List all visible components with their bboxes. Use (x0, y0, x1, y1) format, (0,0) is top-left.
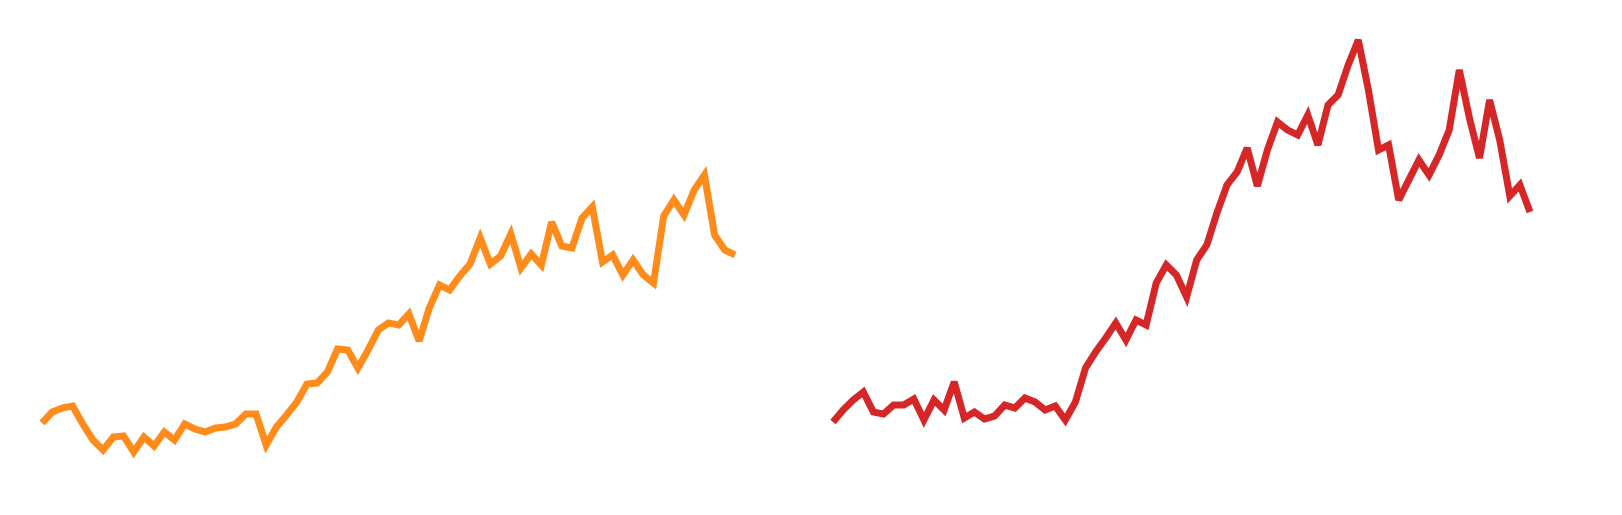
line-series (830, 38, 1534, 428)
line-series (39, 165, 737, 459)
